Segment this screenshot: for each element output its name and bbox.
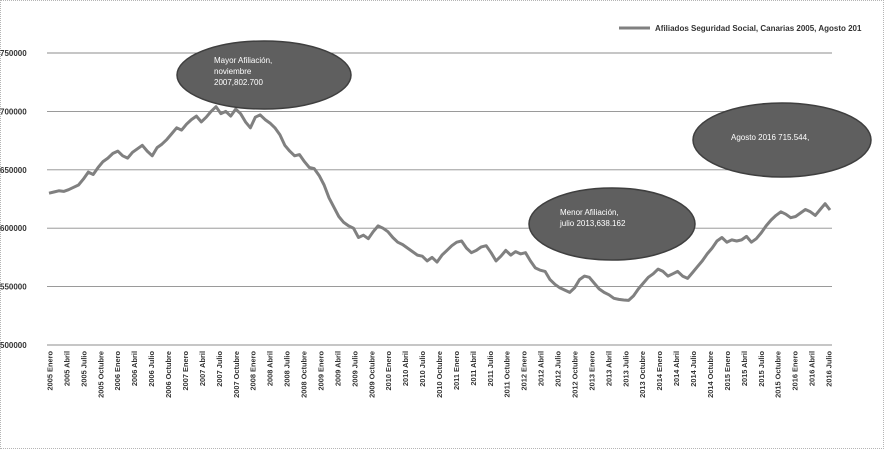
annotation-ellipse (528, 187, 696, 261)
x-tick-label: 2007 Abril (198, 351, 207, 386)
x-tick-label: 2011 Abril (469, 351, 478, 386)
x-tick-label: 2016 Enero (791, 351, 800, 391)
annotation-ellipse (692, 102, 872, 178)
x-tick-label: 2006 Octubre (164, 351, 173, 398)
x-tick-label: 2009 Julio (350, 351, 359, 387)
x-tick-label: 2010 Julio (418, 351, 427, 387)
y-tick-label: 650000 (0, 166, 27, 175)
x-tick-label: 2009 Enero (316, 351, 325, 391)
x-tick-label: 2015 Enero (723, 351, 732, 391)
x-tick-label: 2013 Octubre (638, 351, 647, 398)
x-tick-label: 2014 Octubre (706, 351, 715, 398)
x-tick-label: 2005 Enero (46, 351, 55, 391)
x-tick-label: 2007 Julio (215, 351, 224, 387)
x-tick-label: 2006 Abril (130, 351, 139, 386)
x-tick-label: 2010 Enero (384, 351, 393, 391)
x-tick-label: 2008 Enero (249, 351, 258, 391)
y-tick-label: 550000 (0, 283, 27, 292)
y-tick-label: 600000 (0, 224, 27, 233)
annotation-callout: Agosto 2016 715.544, (692, 102, 872, 178)
x-tick-label: 2012 Octubre (570, 351, 579, 398)
x-tick-label: 2014 Julio (689, 351, 698, 387)
x-tick-label: 2013 Julio (621, 351, 630, 387)
annotation-callout: Menor Afiliación, julio 2013,638.162 (528, 187, 696, 261)
x-tick-label: 2007 Octubre (232, 351, 241, 398)
x-tick-label: 2014 Abril (672, 351, 681, 386)
x-tick-label: 2012 Julio (554, 351, 563, 387)
x-tick-label: 2009 Abril (333, 351, 342, 386)
x-tick-label: 2013 Abril (604, 351, 613, 386)
x-tick-label: 2013 Enero (587, 351, 596, 391)
y-tick-label: 500000 (0, 341, 27, 350)
x-tick-label: 2012 Abril (537, 351, 546, 386)
annotation-callout: Mayor Afiliación, noviembre 2007,802.700 (176, 40, 352, 110)
x-tick-label: 2005 Octubre (96, 351, 105, 398)
annotation-text: julio 2013,638.162 (559, 219, 626, 228)
annotation-ellipse (176, 40, 352, 110)
x-tick-label: 2012 Enero (520, 351, 529, 391)
x-tick-label: 2007 Enero (181, 351, 190, 391)
x-tick-label: 2011 Julio (486, 351, 495, 387)
x-tick-label: 2014 Enero (655, 351, 664, 391)
x-tick-label: 2010 Abril (401, 351, 410, 386)
x-tick-label: 2016 Abril (808, 351, 817, 386)
y-tick-label: 750000 (0, 49, 27, 58)
x-tick-label: 2015 Julio (757, 351, 766, 387)
annotation-text: Agosto 2016 715.544, (731, 133, 809, 142)
x-tick-label: 2005 Abril (62, 351, 71, 386)
x-tick-label: 2016 Julio (825, 351, 834, 387)
annotation-text: Menor Afiliación, (560, 208, 619, 217)
x-tick-label: 2006 Enero (113, 351, 122, 391)
annotation-text: Mayor Afiliación, (214, 56, 272, 65)
x-tick-label: 2011 Enero (452, 351, 461, 391)
x-tick-label: 2006 Julio (147, 351, 156, 387)
x-tick-label: 2015 Octubre (774, 351, 783, 398)
annotation-text: noviembre (214, 67, 252, 76)
x-tick-label: 2015 Abril (740, 351, 749, 386)
legend-label: Afiliados Seguridad Social, Canarias 200… (655, 24, 862, 33)
x-tick-label: 2009 Octubre (367, 351, 376, 398)
x-tick-label: 2008 Abril (266, 351, 275, 386)
annotation-text: 2007,802.700 (214, 78, 263, 87)
series-line (48, 105, 832, 302)
x-tick-label: 2010 Octubre (435, 351, 444, 398)
y-tick-label: 700000 (0, 107, 27, 116)
x-tick-label: 2008 Julio (283, 351, 292, 387)
x-tick-label: 2005 Julio (79, 351, 88, 387)
x-tick-label: 2008 Octubre (300, 351, 309, 398)
x-tick-label: 2011 Octubre (503, 351, 512, 397)
